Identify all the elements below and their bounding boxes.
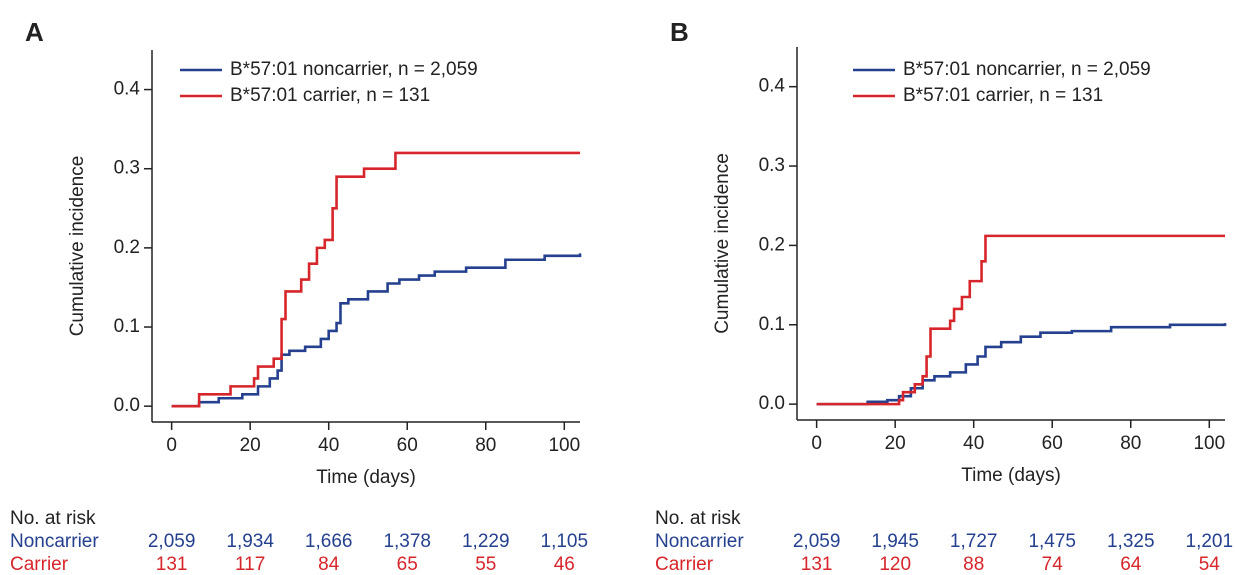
risk-value: 55 <box>475 554 496 575</box>
x-axis-label: Time (days) <box>961 465 1061 486</box>
risk-row-label: Noncarrier <box>10 531 99 552</box>
legend-label: B*57:01 noncarrier, n = 2,059 <box>903 59 1151 80</box>
y-tick-label: 0.0 <box>114 395 140 416</box>
panel-label: A <box>25 17 44 47</box>
y-tick-label: 0.2 <box>759 234 785 255</box>
risk-value: 1,945 <box>871 531 919 552</box>
risk-value: 131 <box>156 554 188 575</box>
risk-value: 1,229 <box>462 531 510 552</box>
y-tick-label: 0.4 <box>759 76 786 97</box>
legend-label: B*57:01 carrier, n = 131 <box>903 85 1103 106</box>
series-line <box>816 323 1227 406</box>
y-axis-label: Cumulative incidence <box>712 153 733 334</box>
risk-value: 74 <box>1042 554 1064 575</box>
x-tick-label: 60 <box>1042 433 1063 454</box>
x-tick-label: 40 <box>963 433 984 454</box>
risk-value: 1,201 <box>1186 531 1234 552</box>
y-tick-label: 0.1 <box>114 316 140 337</box>
risk-value: 2,059 <box>793 531 841 552</box>
legend-label: B*57:01 carrier, n = 131 <box>230 85 430 106</box>
risk-value: 120 <box>879 554 911 575</box>
x-tick-label: 80 <box>1120 433 1141 454</box>
x-tick-label: 0 <box>811 433 822 454</box>
panel: B 0 20 40 60 80 100 0.0 0.1 0.2 0.3 0.4 Time (days) C… <box>655 17 1233 575</box>
x-tick-label: 20 <box>885 433 906 454</box>
risk-value: 1,325 <box>1107 531 1155 552</box>
y-axis-label: Cumulative incidence <box>67 156 88 337</box>
y-tick-label: 0.0 <box>759 393 785 414</box>
risk-row-label: Carrier <box>10 554 69 575</box>
x-tick-label: 100 <box>548 435 580 456</box>
x-tick-label: 40 <box>318 435 339 456</box>
risk-table-title: No. at risk <box>655 508 741 529</box>
risk-value: 84 <box>318 554 340 575</box>
x-tick-label: 60 <box>397 435 418 456</box>
y-tick-label: 0.3 <box>759 155 785 176</box>
risk-value: 54 <box>1199 554 1221 575</box>
risk-value: 1,378 <box>383 531 431 552</box>
x-tick-label: 20 <box>240 435 261 456</box>
risk-value: 131 <box>801 554 833 575</box>
risk-value: 1,934 <box>226 531 274 552</box>
risk-row-label: Noncarrier <box>655 531 744 552</box>
risk-value: 2,059 <box>148 531 196 552</box>
risk-value: 1,105 <box>541 531 589 552</box>
legend-label: B*57:01 noncarrier, n = 2,059 <box>230 59 478 80</box>
risk-value: 64 <box>1120 554 1142 575</box>
risk-value: 1,475 <box>1028 531 1076 552</box>
panel: A 0 20 40 60 80 100 0.0 0.1 0.2 0.3 0.4 Time (days) C… <box>10 17 588 575</box>
risk-value: 46 <box>554 554 575 575</box>
x-tick-label: 100 <box>1193 433 1225 454</box>
x-tick-label: 0 <box>166 435 177 456</box>
series-line <box>171 253 582 408</box>
x-tick-label: 80 <box>475 435 496 456</box>
y-tick-label: 0.3 <box>114 158 140 179</box>
risk-value: 65 <box>397 554 418 575</box>
panel-label: B <box>670 17 689 47</box>
x-axis-label: Time (days) <box>316 467 416 488</box>
risk-value: 117 <box>235 554 265 575</box>
series-line <box>816 234 1225 406</box>
risk-value: 88 <box>963 554 984 575</box>
risk-row-label: Carrier <box>655 554 714 575</box>
risk-value: 1,666 <box>305 531 353 552</box>
risk-table-title: No. at risk <box>10 508 96 529</box>
y-tick-label: 0.4 <box>114 79 141 100</box>
risk-value: 1,727 <box>950 531 998 552</box>
y-tick-label: 0.2 <box>114 237 140 258</box>
series-line <box>171 151 580 408</box>
y-tick-label: 0.1 <box>759 314 785 335</box>
